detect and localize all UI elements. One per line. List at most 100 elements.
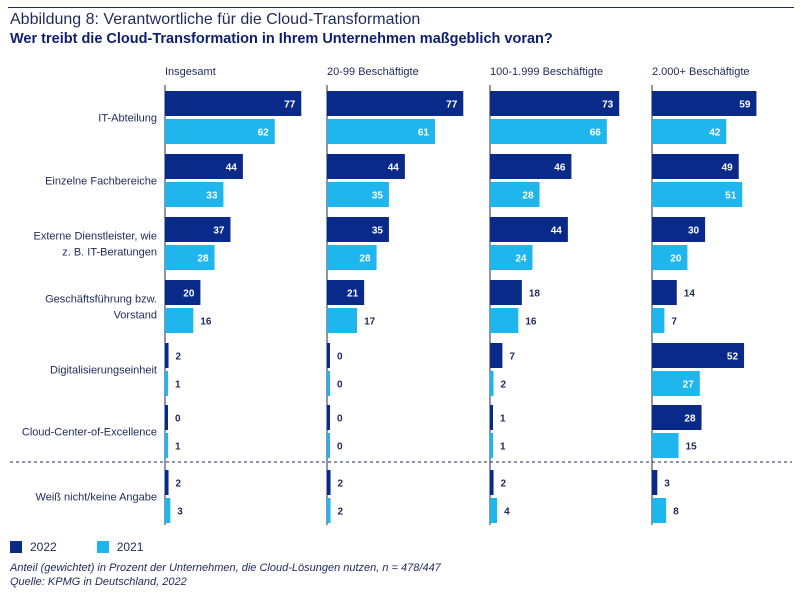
data-label-2021: 33 <box>206 191 218 202</box>
data-label-2021: 42 <box>709 128 721 139</box>
bar-2021 <box>490 182 540 207</box>
bar-2021 <box>490 498 498 523</box>
legend-item-2022: 2022 <box>10 540 57 554</box>
bar-2022 <box>165 91 302 116</box>
bar-2021 <box>327 245 377 270</box>
legend-item-2021: 2021 <box>96 540 144 554</box>
bar-2021 <box>165 371 168 396</box>
data-label-2021: 0 <box>337 442 343 453</box>
bar-2022 <box>165 343 169 368</box>
bar-2022 <box>165 470 169 495</box>
data-label-2022: 1 <box>500 414 506 425</box>
bar-2022 <box>652 154 739 179</box>
data-label-2022: 14 <box>684 289 696 300</box>
top-rule <box>8 7 794 8</box>
bar-2021 <box>327 371 330 396</box>
bar-2022 <box>165 154 243 179</box>
bar-chart: Insgesamt 20-99 Beschäftigte 100-1.999 Bes… <box>10 66 792 525</box>
data-label-2021: 35 <box>372 191 384 202</box>
data-label-2021: 1 <box>175 380 181 391</box>
bar-2022 <box>327 343 330 368</box>
data-label-2021: 8 <box>673 507 679 518</box>
bar-2022 <box>490 91 620 116</box>
data-label-2022: 37 <box>213 226 225 237</box>
data-label-2022: 2 <box>176 479 182 490</box>
panel-title: 100-1.999 Beschäftigte <box>490 66 603 78</box>
panel-title: 20-99 Beschäftigte <box>327 66 419 78</box>
data-label-2022: 52 <box>727 352 739 363</box>
data-label-2021: 2 <box>501 380 507 391</box>
footnote-line-2: Quelle: KPMG in Deutschland, 2022 <box>10 576 187 588</box>
bar-2022 <box>652 405 702 430</box>
bar-2022 <box>652 280 677 305</box>
data-label-2022: 2 <box>338 479 344 490</box>
bar-2022 <box>652 470 658 495</box>
bar-2021 <box>165 182 224 207</box>
data-label-2022: 35 <box>372 226 384 237</box>
bar-2021 <box>652 433 679 458</box>
data-label-2022: 0 <box>175 414 181 425</box>
category-label: Geschäftsführung bzw. <box>45 294 157 306</box>
data-label-2021: 28 <box>359 254 371 265</box>
data-label-2022: 0 <box>337 414 343 425</box>
data-label-2022: 28 <box>684 414 696 425</box>
legend-label-2021: 2021 <box>116 540 144 554</box>
data-label-2022: 44 <box>226 163 238 174</box>
data-label-2021: 28 <box>197 254 209 265</box>
data-label-2021: 27 <box>683 380 695 391</box>
bar-2021 <box>165 119 275 144</box>
data-label-2021: 0 <box>337 380 343 391</box>
category-label: Externe Dienstleister, wie <box>34 231 158 243</box>
footnote: Anteil (gewichtet) in Prozent der Untern… <box>10 561 441 589</box>
bar-2022 <box>490 343 503 368</box>
data-label-2022: 7 <box>509 352 515 363</box>
bar-2022 <box>490 470 494 495</box>
bar-2021 <box>652 245 688 270</box>
data-label-2022: 59 <box>739 100 751 111</box>
data-label-2021: 7 <box>671 317 677 328</box>
data-label-2021: 20 <box>670 254 682 265</box>
data-label-2022: 3 <box>664 479 670 490</box>
bar-2022 <box>652 217 706 242</box>
data-label-2022: 46 <box>554 163 566 174</box>
legend-label-2022: 2022 <box>30 540 57 554</box>
category-label: Digitalisierungseinheit <box>50 365 157 377</box>
category-label: Cloud-Center-of-Excellence <box>22 427 157 439</box>
bar-2021 <box>165 245 215 270</box>
data-label-2021: 3 <box>177 507 183 518</box>
bar-2022 <box>490 154 572 179</box>
data-label-2021: 1 <box>175 442 181 453</box>
data-label-2022: 77 <box>284 100 296 111</box>
data-label-2022: 21 <box>347 289 359 300</box>
bar-2021 <box>327 308 358 333</box>
bar-2022 <box>652 91 757 116</box>
category-label: Weiß nicht/keine Angabe <box>36 492 157 504</box>
category-label: Vorstand <box>114 310 157 322</box>
bar-2022 <box>327 405 330 430</box>
chart-subtitle: Wer treibt die Cloud-Transformation in I… <box>10 31 553 47</box>
bar-2021 <box>165 308 194 333</box>
category-label: z. B. IT-Beratungen <box>62 247 157 259</box>
data-label-2022: 0 <box>337 352 343 363</box>
chart-title: Abbildung 8: Verantwortliche für die Clo… <box>10 11 421 28</box>
data-label-2021: 15 <box>686 442 698 453</box>
bar-2021 <box>652 182 743 207</box>
data-label-2022: 77 <box>446 100 458 111</box>
panel-title: 2.000+ Beschäftigte <box>652 66 750 78</box>
bar-2021 <box>652 371 700 396</box>
data-label-2021: 16 <box>200 317 212 328</box>
data-label-2022: 44 <box>388 163 400 174</box>
data-label-2022: 30 <box>688 226 700 237</box>
data-label-2022: 20 <box>183 289 195 300</box>
bar-2021 <box>652 498 667 523</box>
bar-2022 <box>327 217 389 242</box>
bar-2022 <box>165 405 168 430</box>
bar-2021 <box>165 433 168 458</box>
bar-2021 <box>165 498 171 523</box>
bar-2022 <box>490 405 493 430</box>
footnote-line-1: Anteil (gewichtet) in Prozent der Untern… <box>10 562 441 574</box>
category-label: Einzelne Fachbereiche <box>45 176 157 188</box>
bar-2021 <box>490 433 493 458</box>
data-label-2021: 16 <box>525 317 537 328</box>
bar-2021 <box>327 498 331 523</box>
